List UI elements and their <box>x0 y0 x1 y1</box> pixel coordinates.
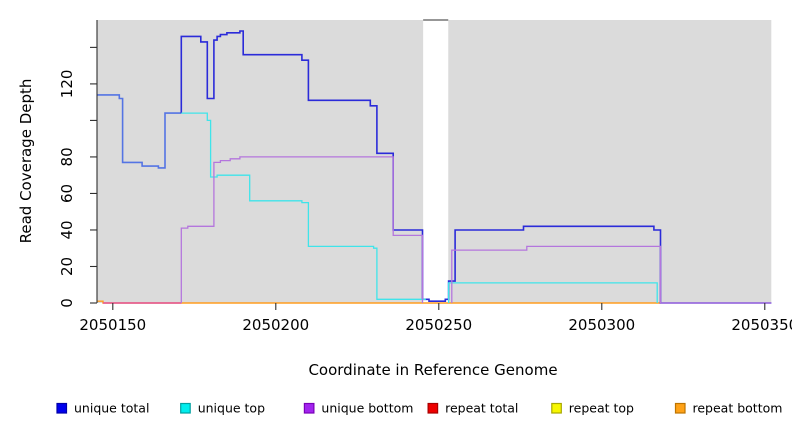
y-tick-label: 0 <box>58 298 76 308</box>
series-unique-bottom-before-gap-path <box>180 156 424 303</box>
series-unique-total-left-segment-path <box>96 94 182 169</box>
masked-no-data-band <box>423 20 449 303</box>
series-repeat-bottom-path <box>96 300 661 304</box>
legend-swatch-repeat-top <box>551 402 562 414</box>
legend-label-repeat-bottom: repeat bottom <box>693 401 783 416</box>
x-tick-label: 2050350 <box>731 316 792 334</box>
legend-swatch-unique-total <box>56 402 68 414</box>
series-unique-total-path <box>180 30 772 304</box>
legend-label-unique-total: unique total <box>74 401 149 416</box>
legend-label-unique-bottom: unique bottom <box>321 401 413 416</box>
legend-label-repeat-total: repeat total <box>445 401 518 416</box>
legend-label-repeat-top: repeat top <box>569 401 634 416</box>
series-unique-top-after-gap-path <box>447 282 658 303</box>
x-tick-label: 2050250 <box>405 316 472 334</box>
y-tick-label: 60 <box>58 184 76 203</box>
x-tick-label: 2050200 <box>242 316 309 334</box>
x-axis-label: Coordinate in Reference Genome <box>308 361 557 379</box>
x-tick-label: 2050150 <box>79 316 146 334</box>
series-layer <box>96 30 772 304</box>
legend-label-unique-top: unique top <box>198 401 265 416</box>
y-tick-label: 20 <box>58 257 76 276</box>
legend-swatch-repeat-bottom <box>674 402 686 414</box>
plot-background-layer <box>96 19 772 303</box>
y-tick-label: 120 <box>58 70 76 99</box>
y-tick-label: 40 <box>58 220 76 239</box>
y-axis-label: Read Coverage Depth <box>17 79 35 244</box>
legend-swatch-unique-top <box>180 402 191 414</box>
legend-swatch-repeat-total <box>427 402 439 414</box>
x-tick-label: 2050300 <box>568 316 635 334</box>
series-unique-bottom-after-gap-path <box>451 245 772 304</box>
y-tick-label: 80 <box>58 147 76 166</box>
axes-layer: 0 20 40 60 80 120 2050150 2050200 2050250 2050300… <box>58 20 792 334</box>
legend: unique total unique top unique bottom repea… <box>56 401 783 416</box>
series-unique-top-before-gap-path <box>181 112 426 300</box>
legend-swatch-unique-bottom <box>303 402 315 414</box>
